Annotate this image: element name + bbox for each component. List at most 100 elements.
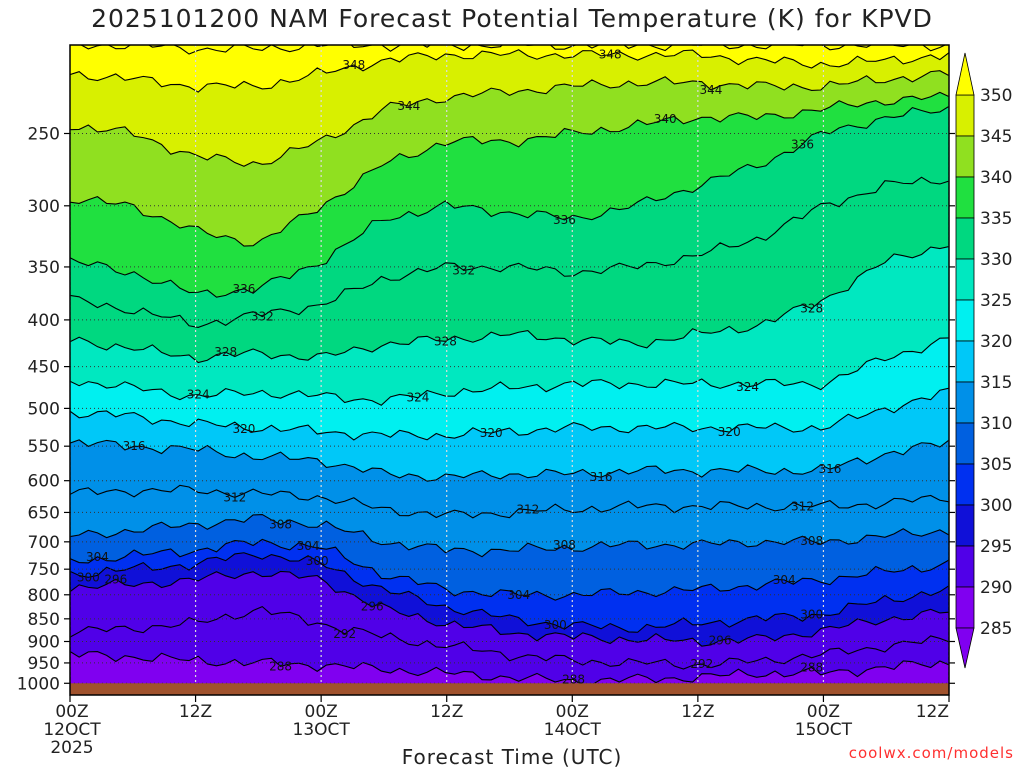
isentrope-340 (70, 91, 949, 247)
colorbar-label: 305 (980, 455, 1012, 475)
contour-label: 292 (690, 657, 713, 671)
colorbar-segment (955, 586, 975, 629)
y-tick-label: 350 (28, 258, 60, 278)
x-tick-label: 00Z (55, 702, 88, 722)
contour-label: 340 (654, 112, 677, 126)
y-tick-label: 400 (28, 311, 60, 331)
y-tick-label: 950 (28, 654, 60, 674)
contour-label: 324 (187, 388, 210, 402)
colorbar-label: 285 (980, 619, 1012, 639)
y-tick-label: 850 (28, 610, 60, 630)
colorbar-label: 350 (980, 86, 1012, 106)
isentrope-308 (70, 513, 949, 558)
isentrope-304 (70, 538, 949, 601)
contour-label: 316 (819, 462, 842, 476)
colorbar-label: 300 (980, 496, 1012, 516)
colorbar-segment (955, 176, 975, 219)
colorbar-label: 295 (980, 537, 1012, 557)
contour-label: 316 (590, 470, 613, 484)
colorbar-segment (955, 422, 975, 465)
y-tick-label: 600 (28, 472, 60, 492)
contour-label: 348 (342, 58, 365, 72)
x-tick-label: 12OCT (43, 720, 101, 740)
x-tick-label: 00Z (556, 702, 589, 722)
isentrope-348 (70, 49, 949, 93)
x-tick-label: 00Z (305, 702, 338, 722)
contour-label: 288 (562, 673, 585, 687)
x-tick-label: 12Z (681, 702, 714, 722)
contour-label: 308 (269, 517, 292, 531)
isentrope-300 (70, 552, 949, 633)
y-axis-ticks: 2503003504004505005506006507007508008509… (17, 124, 955, 694)
contour-labels: 348 348 344 344 340 336 336 328 332 336 332 328 328 3… (77, 48, 842, 687)
contour-label: 328 (434, 334, 457, 348)
colorbar-extend-min (955, 627, 975, 669)
credit-text: coolwx.com/models (848, 744, 1014, 762)
contour-label: 312 (223, 490, 246, 504)
x-tick-label: 12Z (916, 702, 949, 722)
y-tick-label: 550 (28, 437, 60, 457)
colorbar-label: 340 (980, 168, 1012, 188)
contour-label: 288 (269, 659, 292, 673)
colorbar: 350 345 340 335 330 325 320 315 310 305 300 295 290 2… (955, 52, 1012, 669)
y-tick-label: 650 (28, 503, 60, 523)
colorbar-label: 315 (980, 373, 1012, 393)
y-tick-label: 450 (28, 358, 60, 378)
colorbar-segment (955, 135, 975, 178)
x-tick-label: 13OCT (293, 720, 351, 740)
colorbar-segment (955, 217, 975, 260)
y-tick-label: 700 (28, 533, 60, 553)
y-tick-label: 900 (28, 632, 60, 652)
x-tick-label: 12Z (430, 702, 463, 722)
contour-label: 292 (333, 627, 356, 641)
contour-label: 304 (86, 550, 109, 564)
isentrope-296 (70, 570, 949, 647)
isentrope-316 (70, 439, 949, 482)
contour-label: 336 (233, 282, 256, 296)
surface-ground (70, 683, 949, 695)
isentrope-324 (70, 337, 949, 406)
colorbar-label: 345 (980, 127, 1012, 147)
x-tick-label: 00Z (807, 702, 840, 722)
x-tick-label: 2025 (50, 738, 93, 758)
colorbar-label: 320 (980, 332, 1012, 352)
contour-label: 288 (800, 661, 823, 675)
y-tick-label: 800 (28, 586, 60, 606)
x-tick-label: 12Z (179, 702, 212, 722)
contour-label: 320 (480, 426, 503, 440)
contour-label: 312 (791, 499, 814, 513)
contour-label: 300 (306, 554, 329, 568)
isentrope-lines (70, 45, 949, 687)
isentrope-320 (70, 387, 949, 441)
y-tick-label: 500 (28, 399, 60, 419)
isentrope-332 (70, 176, 949, 328)
contour-label: 344 (397, 99, 420, 113)
isentrope-288 (70, 651, 949, 687)
contour-label: 308 (553, 538, 576, 552)
colorbar-label: 330 (980, 250, 1012, 270)
contour-label: 300 (77, 570, 100, 584)
y-tick-label: 250 (28, 124, 60, 144)
colorbar-segment (955, 504, 975, 547)
contour-label: 348 (599, 48, 622, 62)
colorbar-segment (955, 463, 975, 506)
contour-label: 320 (233, 422, 256, 436)
contour-label: 304 (297, 539, 320, 553)
contour-label: 324 (736, 380, 759, 394)
contour-label: 304 (773, 573, 796, 587)
colorbar-segment (955, 381, 975, 424)
contour-label: 328 (800, 302, 823, 316)
y-tick-label: 750 (28, 560, 60, 580)
contour-label: 344 (699, 83, 722, 97)
colorbar-label: 310 (980, 414, 1012, 434)
contour-label: 308 (800, 534, 823, 548)
contour-label: 304 (507, 588, 530, 602)
y-tick-label: 1000 (17, 674, 60, 694)
contour-label: 312 (516, 503, 539, 517)
isentrope-312 (70, 484, 949, 519)
isentrope-336 (70, 105, 949, 298)
isentrope-344 (70, 70, 949, 167)
colorbar-segment (955, 340, 975, 383)
